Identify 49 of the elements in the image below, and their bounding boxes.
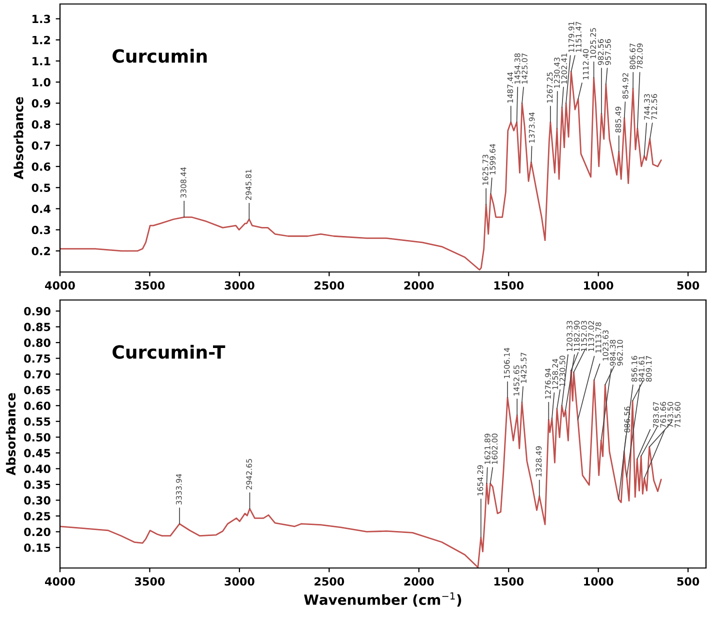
y-tick-label: 0.25 bbox=[24, 512, 50, 520]
y-tick-label: 0.8 bbox=[32, 120, 50, 129]
y-tick-label: 1.3 bbox=[32, 14, 50, 24]
y-tick-label: 0.65 bbox=[24, 386, 50, 394]
x-tick-label: 3000 bbox=[224, 577, 254, 586]
x-tick-label: 3500 bbox=[135, 281, 165, 290]
y-tick-label: 0.90 bbox=[24, 307, 50, 316]
y-tick-label: 0.55 bbox=[24, 417, 50, 426]
x-tick-label: 3000 bbox=[224, 281, 254, 290]
x-axis-title: Wavenumber (cm$^{−1}$) bbox=[304, 592, 462, 607]
y-tick-label: 0.70 bbox=[24, 370, 50, 378]
y-tick-label: 0.20 bbox=[24, 528, 50, 536]
y-tick-label: 0.60 bbox=[24, 402, 50, 410]
y-tick-label: 0.30 bbox=[24, 496, 50, 505]
y-tick-label: 0.45 bbox=[24, 448, 50, 458]
y-axis-title: Absorbance bbox=[14, 97, 24, 180]
x-tick-label: 3500 bbox=[135, 577, 165, 586]
x-tick-label: 1500 bbox=[494, 577, 524, 586]
x-tick-label: 500 bbox=[677, 577, 700, 586]
y-tick-label: 0.85 bbox=[24, 322, 50, 332]
text: Curcumin-T bbox=[112, 344, 226, 359]
y-tick-label: 0.35 bbox=[24, 480, 50, 489]
y-tick-label: 0.4 bbox=[32, 204, 50, 214]
y-tick-label: 0.3 bbox=[32, 226, 50, 234]
y-tick-label: 1.0 bbox=[32, 78, 50, 86]
y-tick-label: 1.1 bbox=[32, 57, 50, 66]
y-tick-label: 0.80 bbox=[24, 338, 50, 347]
y-tick-label: 0.40 bbox=[24, 464, 50, 474]
y-tick-label: 0.6 bbox=[32, 162, 50, 171]
y-tick-label: 0.75 bbox=[24, 354, 50, 363]
text: Curcumin bbox=[112, 48, 207, 63]
x-tick-label: 500 bbox=[677, 281, 700, 290]
x-tick-label: 1000 bbox=[584, 577, 614, 586]
y-tick-label: 0.15 bbox=[24, 543, 50, 552]
y-tick-label: 1.2 bbox=[32, 36, 50, 44]
x-tick-label: 2000 bbox=[404, 281, 434, 290]
y-tick-label: 0.7 bbox=[32, 141, 50, 150]
x-tick-label: 2500 bbox=[314, 577, 344, 586]
x-tick-label: 4000 bbox=[45, 281, 75, 290]
x-tick-label: 1500 bbox=[494, 281, 524, 290]
x-tick-label: 2500 bbox=[314, 281, 344, 290]
x-tick-label: 1000 bbox=[584, 281, 614, 290]
y-tick-label: 0.9 bbox=[32, 99, 50, 108]
x-tick-label: 4000 bbox=[45, 577, 75, 586]
y-tick-label: 0.2 bbox=[32, 246, 50, 256]
y-tick-label: 0.50 bbox=[24, 433, 50, 442]
x-tick-label: 2000 bbox=[404, 577, 434, 586]
y-tick-label: 0.5 bbox=[32, 184, 50, 192]
y-axis-title: Absorbance bbox=[6, 393, 16, 476]
